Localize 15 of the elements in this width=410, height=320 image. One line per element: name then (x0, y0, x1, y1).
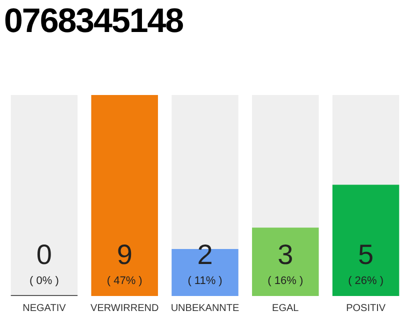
annotation: 0 (36, 239, 52, 270)
x-tick-label: UNBEKANNTE (170, 302, 240, 314)
chart-title: 0768345148 (4, 2, 184, 41)
x-tick-label: VERWIRREND (90, 302, 159, 314)
annotation: 9 (116, 239, 132, 270)
data-label: ( 0% ) (30, 275, 59, 287)
x-tick-label: POSITIV (346, 302, 386, 314)
data-label: ( 47% ) (106, 275, 142, 287)
annotation: 3 (278, 239, 294, 270)
x-tick-label: NEGATIV (22, 302, 66, 314)
data-label: ( 26% ) (348, 275, 384, 287)
annotation: 5 (358, 239, 374, 270)
data-label: ( 11% ) (188, 275, 222, 287)
x-tick-label: EGAL (272, 302, 300, 314)
data-label: ( 16% ) (268, 275, 304, 287)
